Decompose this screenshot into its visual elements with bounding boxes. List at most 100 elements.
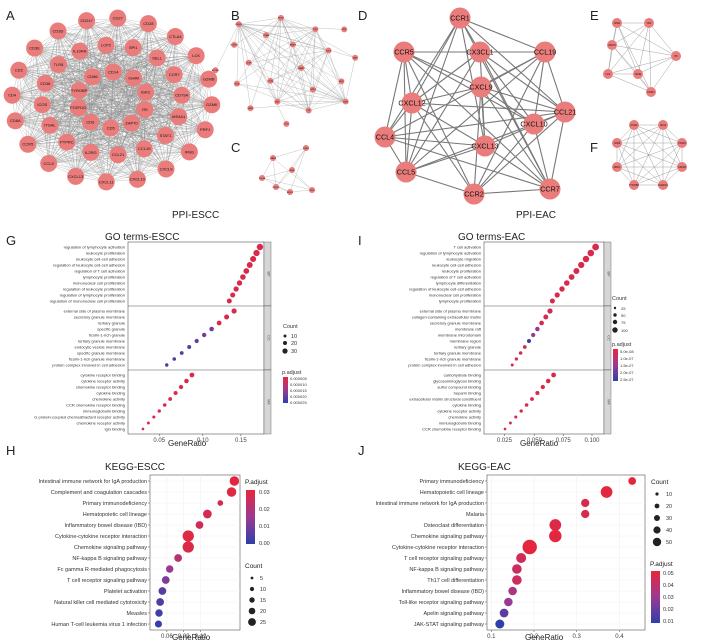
- kegg-eac-title: KEGG-EAC: [458, 462, 511, 473]
- network-node-label: ITK: [142, 107, 149, 112]
- kegg-term-label: Inflammatory bowel disease (IBD): [64, 523, 147, 529]
- network-edge: [133, 47, 190, 152]
- network-edge: [27, 95, 182, 145]
- panel-label-j: J: [358, 443, 365, 458]
- panel-label-h: H: [6, 443, 15, 458]
- network-node-label: GATA: [270, 157, 276, 160]
- network-edge: [156, 57, 179, 117]
- network-edge: [106, 135, 166, 182]
- network-node-label: CXCL10: [520, 120, 547, 129]
- panel-label-c: C: [231, 140, 240, 155]
- go-term-dot: [162, 403, 167, 407]
- go-term-label: leukocyte migration: [447, 256, 481, 261]
- network-node-label: CCL19: [138, 146, 151, 151]
- go-group-strip: [263, 369, 272, 435]
- kegg-term-dot: [203, 509, 212, 519]
- network-node: [82, 143, 100, 161]
- network-node: [395, 161, 417, 183]
- network-edge: [12, 47, 134, 96]
- network-node: [274, 98, 281, 105]
- network-node: [97, 173, 115, 191]
- go-term-label: regulation of T cell activation: [74, 268, 125, 273]
- go-term-dot: [592, 243, 599, 251]
- go-term-label: collagen-containing extracellular matrix: [412, 314, 481, 319]
- network-edge: [484, 145, 551, 190]
- go-term-label: tertiary granule: [98, 320, 125, 325]
- network-node: [36, 74, 54, 92]
- kegg-term-label: Fc gamma R-mediated phagocytosis: [57, 567, 147, 573]
- go-term-dot: [240, 274, 246, 280]
- kegg-eac-padj-val-2: 0.04: [663, 583, 674, 589]
- go-term-label: ficolin-1-rich granule: [89, 332, 126, 337]
- network-edge: [18, 20, 87, 71]
- kegg-term-label: NF-kappa B signaling pathway: [409, 567, 484, 573]
- network-node-label: CCR2: [464, 190, 484, 199]
- network-node: [325, 47, 332, 54]
- network-edge: [403, 51, 535, 125]
- network-edge: [144, 129, 206, 149]
- network-edge: [411, 51, 481, 104]
- go-term-dot: [184, 378, 189, 384]
- network-node: [289, 41, 296, 48]
- kegg-eac-count-dot-4: [653, 526, 661, 534]
- go-term-dot: [146, 421, 150, 425]
- network-node: [136, 101, 154, 119]
- network-node-label: CXCL12: [398, 99, 425, 108]
- go-term-label: chemokine receptor binding: [76, 384, 125, 389]
- network-edge: [45, 83, 107, 182]
- network-edge: [49, 125, 107, 182]
- network-node: [247, 105, 254, 112]
- go-term-label: immunoglobulin binding: [439, 420, 481, 425]
- network-edge: [473, 51, 546, 195]
- network-node-label: CXCL13: [68, 174, 84, 179]
- network-node-label: PRF1: [200, 127, 211, 132]
- network-edge: [633, 124, 664, 186]
- network-node: [270, 155, 276, 161]
- network-edge: [133, 47, 206, 130]
- go-term-dot: [141, 427, 145, 431]
- network-node-label: HNF: [290, 170, 295, 172]
- panel-label-i: I: [358, 233, 362, 248]
- network-edge: [117, 116, 179, 155]
- go-term-label: cytokine receptor activity: [437, 408, 481, 413]
- network-edge: [133, 47, 179, 117]
- network-node: [125, 69, 143, 87]
- go-term-label: cytokine binding: [96, 390, 125, 395]
- network-edge: [79, 51, 111, 129]
- kegg-escc-count-val-3: 15: [260, 598, 266, 604]
- network-node-label: CD8A: [10, 118, 21, 123]
- network-f: FCGR CD14 CD68 CD163 MRC1 CSF1R TYROBP FCER1G: [612, 120, 687, 190]
- kegg-term-dot: [174, 554, 183, 562]
- go-escc-count-legend: Count 10 20 30: [282, 324, 298, 355]
- network-edge: [328, 50, 346, 102]
- network-edge: [238, 23, 356, 58]
- network-edge: [117, 18, 197, 56]
- panel-label-g: G: [6, 233, 16, 248]
- network-edge: [196, 55, 206, 130]
- network-edge: [549, 111, 566, 190]
- network-edge: [78, 107, 206, 130]
- kegg-term-label: Intestinal immune network for IgA produc…: [38, 479, 147, 485]
- network-node-label: MUC: [339, 81, 344, 83]
- network-node-label: ZAP70: [608, 44, 616, 47]
- network-node-label: CCL5: [44, 161, 55, 166]
- network-edge: [45, 83, 68, 143]
- network-edge: [48, 163, 138, 180]
- network-node-label: COL: [306, 110, 311, 112]
- go-term-dot: [559, 286, 565, 292]
- network-edge: [66, 90, 80, 143]
- kegg-escc-count-dot-5: [248, 618, 256, 626]
- network-node-label: SELL: [152, 55, 163, 60]
- network-node: [263, 32, 270, 39]
- network-node-label: THY1: [343, 101, 349, 103]
- network-node-label: CSF1R: [678, 166, 686, 169]
- network-node: [267, 77, 274, 84]
- network-node: [187, 47, 205, 65]
- network-node-label: ITK: [674, 55, 678, 58]
- kegg-escc-count-val-4: 20: [260, 609, 266, 615]
- kegg-term-label: NF-kappa B signaling pathway: [72, 556, 147, 562]
- network-node-label: ITGAL: [44, 123, 56, 128]
- network-edge: [86, 20, 176, 37]
- network-node: [71, 42, 89, 60]
